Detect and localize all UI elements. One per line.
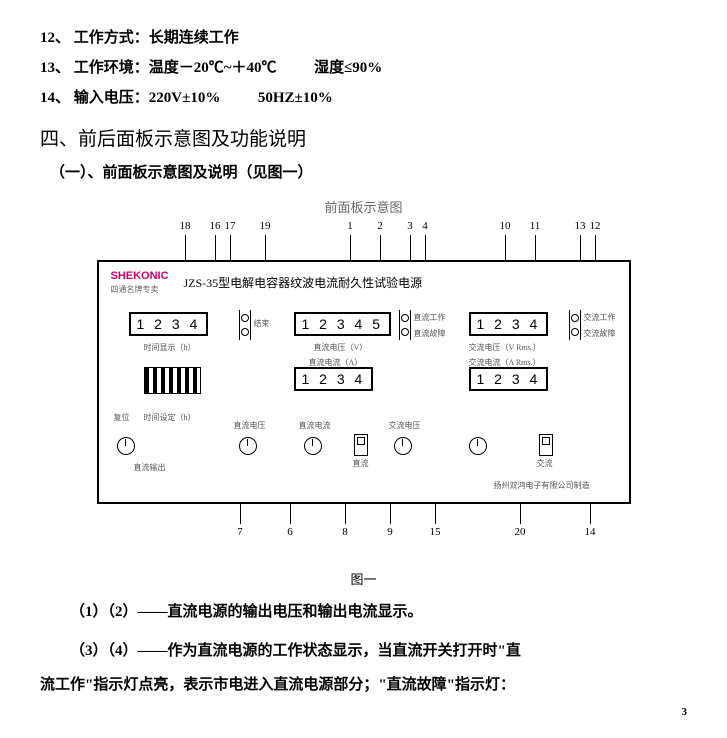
label-dc-sw: 直流 — [353, 458, 369, 469]
display-dc-v: 1 2 3 4 5 — [294, 312, 392, 336]
wire-line — [535, 235, 536, 260]
wire-line — [435, 504, 436, 524]
label-ac-vk: 交流电压 — [389, 420, 421, 431]
wire-line — [215, 235, 216, 260]
label-dc-ik: 直流电流 — [299, 420, 331, 431]
wire-line — [425, 235, 426, 260]
wire-line — [185, 235, 186, 260]
wire-num-bot: 15 — [430, 526, 441, 538]
wire-num-top: 17 — [225, 220, 236, 232]
wire-num-bot: 6 — [287, 526, 293, 538]
wire-line — [590, 504, 591, 524]
switch-ac — [539, 434, 553, 456]
wire-num-bot: 8 — [342, 526, 348, 538]
wire-line — [580, 235, 581, 260]
figure-label: 图一 — [40, 569, 687, 588]
wire-num-top: 16 — [210, 220, 221, 232]
label-end: 结束 — [254, 318, 270, 329]
wire-line — [595, 235, 596, 260]
section-title: 四、前后面板示意图及功能说明 — [40, 124, 687, 151]
display-time: 1 2 3 4 — [129, 312, 209, 336]
label-dc-v: 直流电压（V） — [314, 342, 368, 353]
wire-line — [290, 504, 291, 524]
wire-num-bot: 7 — [237, 526, 243, 538]
label-ac-i: 交流电流（A Rms.） — [469, 357, 541, 368]
wire-num-top: 2 — [377, 220, 383, 232]
spec-14: 14、 输入电压：220V±10% 50HZ±10% — [40, 86, 687, 110]
wire-line — [380, 235, 381, 260]
wire-num-bot: 9 — [387, 526, 393, 538]
label-dcw: 直流工作 — [414, 312, 446, 323]
diagram-area: 前面板示意图 18161719123410111312 SHEKONIC 四通名… — [40, 197, 687, 588]
label-ac-sw: 交流 — [537, 458, 553, 469]
wire-num-top: 18 — [180, 220, 191, 232]
explain-3-4-b: 流工作"指示灯点亮，表示市电进入直流电源部分；"直流故障"指示灯： — [40, 671, 687, 700]
wire-line — [390, 504, 391, 524]
label-time-disp: 时间显示（h） — [144, 342, 196, 353]
wire-line — [505, 235, 506, 260]
label-dc-out: 直流输出 — [134, 462, 166, 473]
wire-num-top: 19 — [260, 220, 271, 232]
wire-line — [410, 235, 411, 260]
wire-line — [265, 235, 266, 260]
explain-3-4-a: （3）（4）——作为直流电源的工作状态显示，当直流开关打开时"直 — [70, 637, 687, 666]
bot-wire-row: 7 6 8 9 15 20 14 — [40, 504, 687, 539]
led-pair-dc — [399, 310, 411, 340]
wire-num-bot: 14 — [585, 526, 596, 538]
wire-num-top: 13 — [575, 220, 586, 232]
wire-num-top: 10 — [500, 220, 511, 232]
explain-1-2: （1）（2）——直流电源的输出电压和输出电流显示。 — [70, 598, 687, 627]
top-wire-row: 18161719123410111312 — [40, 220, 687, 260]
knob-dc-v — [239, 437, 257, 455]
knob-reset — [117, 437, 135, 455]
spec-13-temp: 13、 工作环境：温度－20℃~＋40℃ — [40, 60, 277, 76]
knob-ac-v — [394, 437, 412, 455]
label-maker: 扬州双鸿电子有限公司制造 — [494, 480, 590, 491]
display-ac-v: 1 2 3 4 — [469, 312, 549, 336]
spec-12: 12、 工作方式：长期连续工作 — [40, 26, 687, 50]
label-dc-vk: 直流电压 — [234, 420, 266, 431]
panel-title: JZS-35型电解电容器纹波电流耐久性试验电源 — [184, 274, 423, 291]
knob-dc-i — [304, 437, 322, 455]
wire-line — [345, 504, 346, 524]
page-number: 3 — [40, 706, 687, 718]
led-pair-ac — [569, 310, 581, 340]
label-dcf: 直流故障 — [414, 328, 446, 339]
wire-num-top: 1 — [347, 220, 353, 232]
knob-ac-i — [469, 437, 487, 455]
label-ac-v: 交流电压（V Rms.） — [469, 342, 541, 353]
wire-num-top: 4 — [422, 220, 428, 232]
wire-line — [520, 504, 521, 524]
front-panel: SHEKONIC 四通名牌专卖 JZS-35型电解电容器纹波电流耐久性试验电源 … — [97, 260, 631, 504]
spec-13: 13、 工作环境：温度－20℃~＋40℃ 湿度≤90% — [40, 56, 687, 80]
spec-14-hz: 50HZ±10% — [258, 90, 333, 106]
wire-num-top: 11 — [530, 220, 541, 232]
label-acf: 交流故障 — [584, 328, 616, 339]
display-ac-i: 1 2 3 4 — [469, 367, 549, 391]
label-time-set: 时间设定（h） — [144, 412, 196, 423]
label-reset: 复位 — [114, 412, 130, 423]
wire-line — [350, 235, 351, 260]
spec-13-hum: 湿度≤90% — [314, 60, 382, 76]
brand-sub: 四通名牌专卖 — [111, 284, 159, 295]
led-pair-end — [239, 310, 251, 340]
wire-num-bot: 20 — [515, 526, 526, 538]
wire-num-top: 12 — [590, 220, 601, 232]
wire-num-top: 3 — [407, 220, 413, 232]
wire-line — [230, 235, 231, 260]
wire-line — [240, 504, 241, 524]
dip-switch — [144, 367, 201, 394]
spec-14-v: 14、 输入电压：220V±10% — [40, 90, 220, 106]
sub-title: （一）、前面板示意图及说明（见图一） — [50, 161, 687, 182]
display-dc-i: 1 2 3 4 — [294, 367, 374, 391]
label-dc-i: 直流电流（A） — [309, 357, 363, 368]
diagram-top-caption: 前面板示意图 — [40, 197, 687, 216]
switch-dc — [354, 434, 368, 456]
label-acw: 交流工作 — [584, 312, 616, 323]
brand-logo: SHEKONIC — [111, 270, 169, 282]
